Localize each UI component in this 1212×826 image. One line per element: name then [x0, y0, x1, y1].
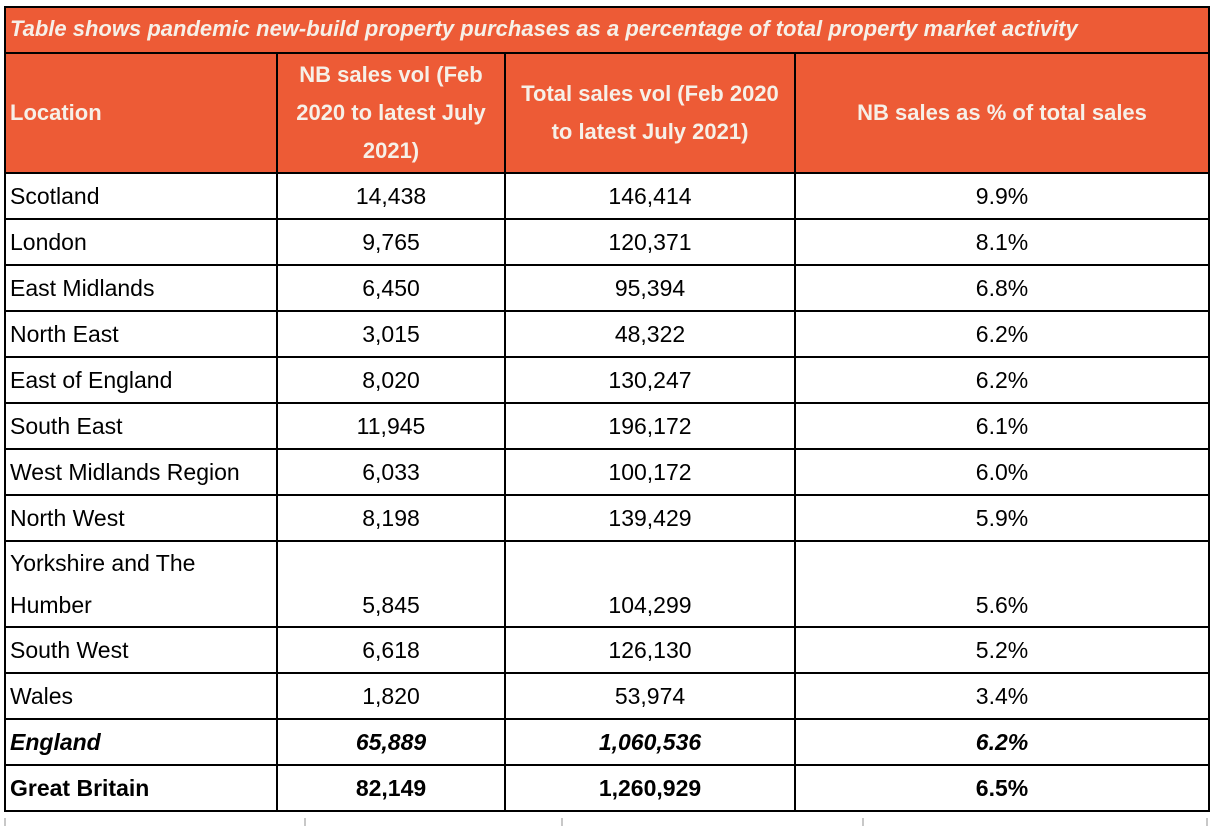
cell-location: West Midlands Region — [4, 448, 278, 496]
cell-total-sales: 146,414 — [504, 172, 796, 220]
cell-total-sales: 120,371 — [504, 218, 796, 266]
header-nb-sales: NB sales vol (Feb 2020 to latest July 20… — [276, 52, 506, 174]
cell-location: Yorkshire and The Humber — [4, 540, 278, 628]
cell-nb-sales: 8,198 — [276, 494, 506, 542]
cell-nb-pct: 3.4% — [793, 672, 1211, 720]
cell-nb-sales: 11,945 — [276, 402, 506, 450]
table-row: London 9,765 120,371 8.1% — [4, 218, 1211, 266]
table-row: Scotland 14,438 146,414 9.9% — [4, 172, 1211, 220]
cell-location: South West — [4, 626, 278, 674]
cell-location: Scotland — [4, 172, 278, 220]
cell-location: Wales — [4, 672, 278, 720]
table-row: West Midlands Region 6,033 100,172 6.0% — [4, 448, 1211, 496]
table-row: North West 8,198 139,429 5.9% — [4, 494, 1211, 542]
cell-nb-sales: 1,820 — [276, 672, 506, 720]
cell-nb-pct: 6.2% — [793, 356, 1211, 404]
table-container: Table shows pandemic new-build property … — [3, 6, 1211, 812]
cell-location: South East — [4, 402, 278, 450]
cell-nb-pct: 6.5% — [793, 764, 1211, 812]
cell-nb-sales: 82,149 — [276, 764, 506, 812]
cell-location: East of England — [4, 356, 278, 404]
cell-total-sales: 1,060,536 — [504, 718, 796, 766]
cell-nb-sales: 5,845 — [276, 540, 506, 628]
cell-total-sales: 126,130 — [504, 626, 796, 674]
cell-nb-sales: 6,618 — [276, 626, 506, 674]
cell-nb-pct: 5.9% — [793, 494, 1211, 542]
new-build-sales-table: Table shows pandemic new-build property … — [3, 6, 1211, 812]
table-row: South West 6,618 126,130 5.2% — [4, 626, 1211, 674]
table-row-england-total: England 65,889 1,060,536 6.2% — [4, 718, 1211, 766]
cell-total-sales: 104,299 — [504, 540, 796, 628]
cell-location: Great Britain — [4, 764, 278, 812]
cell-total-sales: 53,974 — [504, 672, 796, 720]
table-row: South East 11,945 196,172 6.1% — [4, 402, 1211, 450]
cell-total-sales: 139,429 — [504, 494, 796, 542]
cell-nb-pct: 5.2% — [793, 626, 1211, 674]
cell-total-sales: 1,260,929 — [504, 764, 796, 812]
header-location: Location — [4, 52, 278, 174]
cell-nb-sales: 9,765 — [276, 218, 506, 266]
cell-nb-sales: 14,438 — [276, 172, 506, 220]
cell-nb-pct: 6.1% — [793, 402, 1211, 450]
header-row: Location NB sales vol (Feb 2020 to lates… — [4, 52, 1211, 174]
cell-nb-pct: 6.2% — [793, 310, 1211, 358]
gridline — [561, 818, 563, 826]
cell-nb-pct: 6.2% — [793, 718, 1211, 766]
cell-total-sales: 95,394 — [504, 264, 796, 312]
caption-row: Table shows pandemic new-build property … — [3, 6, 1211, 54]
cell-nb-pct: 5.6% — [793, 540, 1211, 628]
table-row: East Midlands 6,450 95,394 6.8% — [4, 264, 1211, 312]
cell-total-sales: 48,322 — [504, 310, 796, 358]
header-total-sales: Total sales vol (Feb 2020 to latest July… — [504, 52, 796, 174]
gridline — [4, 818, 6, 826]
table-caption: Table shows pandemic new-build property … — [3, 6, 1211, 54]
cell-nb-sales: 65,889 — [276, 718, 506, 766]
cell-location: London — [4, 218, 278, 266]
cell-location: England — [4, 718, 278, 766]
cell-nb-pct: 6.0% — [793, 448, 1211, 496]
table-row: Wales 1,820 53,974 3.4% — [4, 672, 1211, 720]
table-row: East of England 8,020 130,247 6.2% — [4, 356, 1211, 404]
cell-nb-pct: 8.1% — [793, 218, 1211, 266]
header-nb-pct: NB sales as % of total sales — [793, 52, 1211, 174]
gridline — [1206, 818, 1208, 826]
cell-total-sales: 196,172 — [504, 402, 796, 450]
table-row-great-britain-total: Great Britain 82,149 1,260,929 6.5% — [4, 764, 1211, 812]
cell-location: North West — [4, 494, 278, 542]
cell-location: North East — [4, 310, 278, 358]
gridline — [304, 818, 306, 826]
table-row: North East 3,015 48,322 6.2% — [4, 310, 1211, 358]
table-row: Yorkshire and The Humber 5,845 104,299 5… — [4, 540, 1211, 628]
gridline — [862, 818, 864, 826]
cell-nb-sales: 8,020 — [276, 356, 506, 404]
cell-nb-sales: 6,033 — [276, 448, 506, 496]
cell-total-sales: 130,247 — [504, 356, 796, 404]
cell-nb-sales: 3,015 — [276, 310, 506, 358]
cell-total-sales: 100,172 — [504, 448, 796, 496]
cell-nb-pct: 9.9% — [793, 172, 1211, 220]
next-row-gridlines — [0, 818, 1212, 826]
cell-nb-sales: 6,450 — [276, 264, 506, 312]
cell-location: East Midlands — [4, 264, 278, 312]
cell-nb-pct: 6.8% — [793, 264, 1211, 312]
